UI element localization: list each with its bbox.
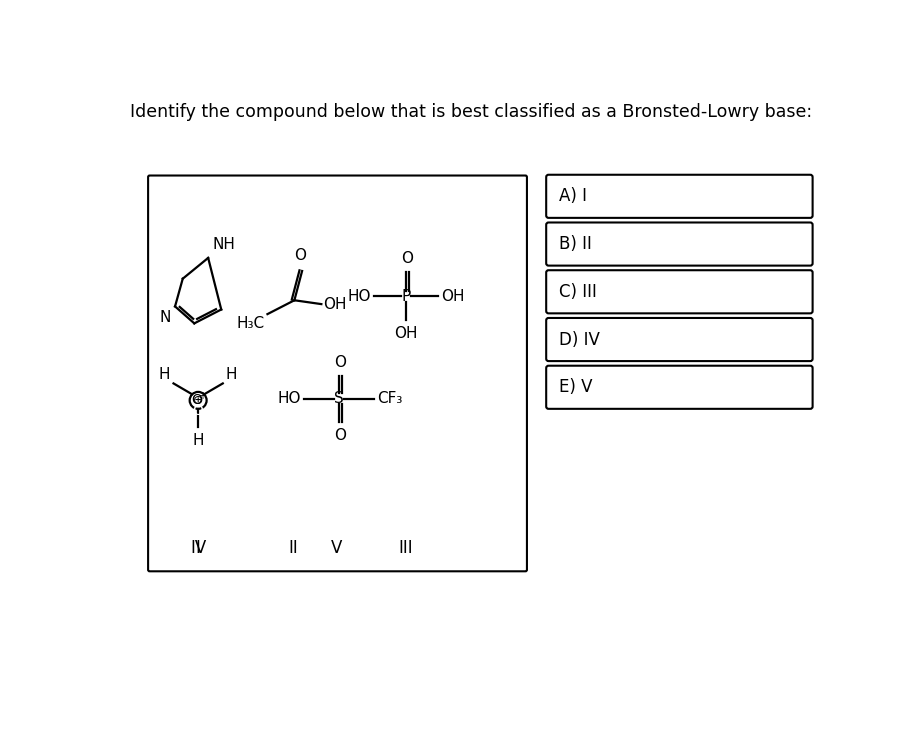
Text: E) V: E) V [559,378,592,397]
FancyBboxPatch shape [546,270,811,313]
Text: B) II: B) II [559,235,592,253]
Text: ⊕: ⊕ [193,394,203,407]
Text: OH: OH [394,326,417,341]
Text: C) III: C) III [559,283,596,301]
Text: H: H [192,433,204,448]
Text: O: O [401,251,413,266]
FancyBboxPatch shape [546,318,811,361]
Text: H: H [225,367,236,382]
Text: V: V [331,539,342,557]
Text: O: O [192,404,203,418]
Text: O: O [334,428,346,443]
FancyBboxPatch shape [546,175,811,218]
Text: Identify the compound below that is best classified as a Bronsted-Lowry base:: Identify the compound below that is best… [130,103,811,121]
Text: P: P [401,289,410,304]
Text: O: O [294,248,306,263]
Text: NH: NH [211,237,234,251]
Text: CF₃: CF₃ [377,391,402,406]
Text: H: H [159,367,170,382]
Text: H₃C: H₃C [236,316,264,331]
Text: N: N [160,310,171,324]
FancyBboxPatch shape [546,222,811,266]
FancyBboxPatch shape [148,176,527,571]
Text: S: S [334,391,344,406]
Text: HO: HO [347,289,371,304]
Text: OH: OH [440,289,464,304]
Text: II: II [288,539,298,557]
Text: I: I [196,539,200,557]
Text: A) I: A) I [559,187,586,205]
Text: O: O [191,393,202,406]
Text: HO: HO [278,391,301,406]
Text: +: + [198,391,206,401]
Text: D) IV: D) IV [559,330,599,348]
FancyBboxPatch shape [546,366,811,409]
Text: IV: IV [190,539,206,557]
Text: III: III [398,539,413,557]
Text: OH: OH [323,297,346,312]
Text: O: O [334,355,346,370]
